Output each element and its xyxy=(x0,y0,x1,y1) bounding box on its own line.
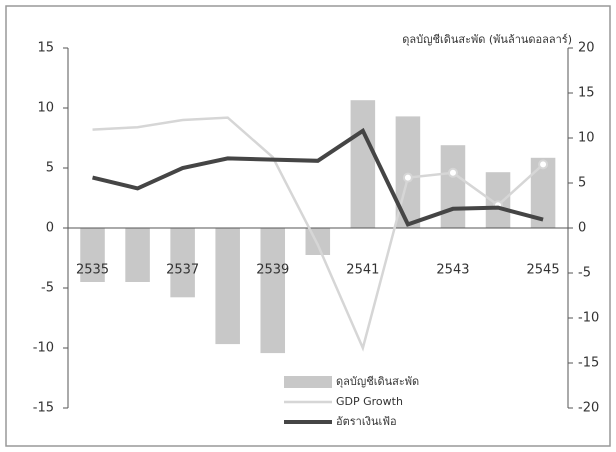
y-tick-label: -15 xyxy=(33,401,54,416)
y2-tick-label: -5 xyxy=(578,266,591,281)
y-tick-label: 5 xyxy=(46,161,54,176)
legend-swatch xyxy=(284,376,332,388)
y2-tick-label: -10 xyxy=(578,311,599,326)
legend-label: ดุลบัญชีเดินสะพัด xyxy=(336,375,419,388)
y-tick-label: -5 xyxy=(41,281,54,296)
line xyxy=(92,127,544,227)
y2-tick-label: 20 xyxy=(578,41,595,56)
y-tick-label: -10 xyxy=(33,341,54,356)
y2-tick-label: 0 xyxy=(578,221,586,236)
y-tick-label: 0 xyxy=(46,221,54,236)
x-tick-label: 2537 xyxy=(166,263,199,278)
x-tick-label: 2535 xyxy=(76,263,109,278)
x-tick-label: 2541 xyxy=(346,263,379,278)
y2-tick-label: -15 xyxy=(578,356,599,371)
x-tick-label: 2539 xyxy=(256,263,289,278)
bar xyxy=(80,228,105,282)
bar xyxy=(125,228,150,282)
chart-title: ดุลบัญชีเดินสะพัด (พันล้านดอลลาร์) xyxy=(402,33,572,46)
y2-tick-label: -20 xyxy=(578,401,599,416)
y2-tick-label: 5 xyxy=(578,176,586,191)
line xyxy=(92,116,544,352)
bar xyxy=(170,228,195,298)
legend: ดุลบัญชีเดินสะพัด GDP Growth อัตราเงินเฟ้อ xyxy=(284,375,419,428)
bar xyxy=(260,228,286,354)
x-tick-label: 2543 xyxy=(436,263,469,278)
point xyxy=(447,167,458,178)
point xyxy=(538,159,549,170)
bar xyxy=(215,228,240,345)
point xyxy=(402,172,413,183)
bar xyxy=(350,100,376,228)
y2-tick-label: 10 xyxy=(578,131,595,146)
bar xyxy=(440,145,466,228)
legend-label: อัตราเงินเฟ้อ xyxy=(336,415,397,428)
y-tick-label: 10 xyxy=(37,101,54,116)
y-tick-label: 15 xyxy=(37,41,54,56)
frame xyxy=(5,5,611,447)
x-tick-label: 2545 xyxy=(527,263,560,278)
legend-label: GDP Growth xyxy=(336,395,403,408)
y2-tick-label: 15 xyxy=(578,86,595,101)
bar xyxy=(305,228,331,255)
